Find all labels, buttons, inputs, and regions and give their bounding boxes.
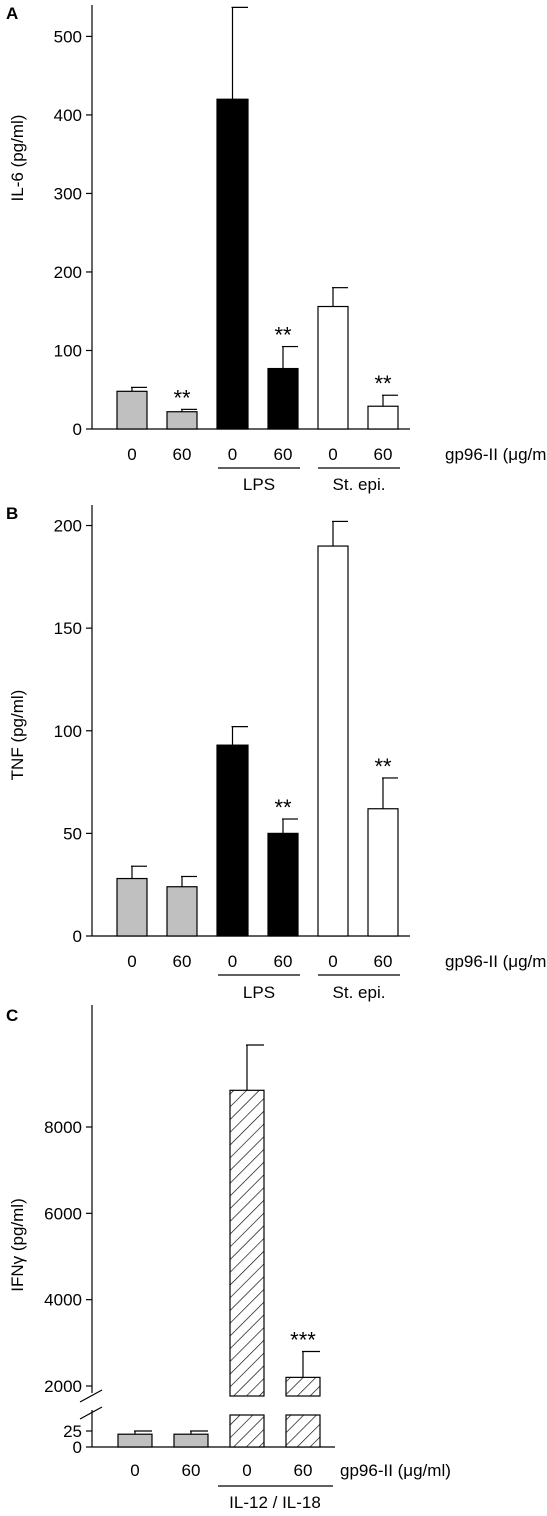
x-tick-label: 0 [127, 445, 136, 464]
y-tick-label: 500 [54, 27, 82, 46]
y-axis-label: TNF (pg/ml) [8, 690, 27, 781]
group-label: St. epi. [333, 475, 386, 494]
y-tick-label: 100 [54, 341, 82, 360]
panel-label: A [6, 4, 18, 23]
y-tick-label: 200 [54, 517, 82, 536]
y-axis-label: IL-6 (pg/ml) [8, 115, 27, 202]
bar [166, 886, 198, 937]
x-axis-label: gp96-II (μg/ml) [445, 952, 547, 971]
axis-break-mark [79, 1406, 103, 1420]
group-label: IL-12 / IL-18 [229, 1493, 321, 1512]
panel-label: B [6, 504, 18, 523]
x-tick-label: 0 [328, 952, 337, 971]
x-tick-label: 60 [274, 445, 293, 464]
bar [216, 98, 249, 430]
significance-label: ** [374, 371, 392, 396]
plot-area: 0 50 100 150 200 0 60 0 60 ** 0 60 ** LPS St. epi. [54, 505, 410, 1002]
bar [285, 1414, 321, 1448]
y-tick-label: 2000 [44, 1377, 82, 1396]
significance-label: ** [374, 754, 392, 779]
bar [116, 877, 148, 937]
y-tick-label: 0 [73, 1438, 82, 1457]
y-tick-label: 300 [54, 184, 82, 203]
bar [267, 832, 299, 937]
panel-b: B TNF (pg/ml) 0 50 100 150 200 0 60 0 60 ** 0 60 ** L… [6, 504, 547, 1002]
bar [317, 545, 349, 937]
y-tick-label: 150 [54, 619, 82, 638]
y-tick-label: 0 [73, 420, 82, 439]
x-axis-label: gp96-II (μg/ml) [340, 1461, 451, 1480]
y-tick-label: 400 [54, 106, 82, 125]
bar [367, 808, 399, 937]
bar [229, 1089, 265, 1397]
y-tick-label: 6000 [44, 1204, 82, 1223]
bar [317, 305, 349, 430]
panel-a: A IL-6 (pg/ml) 0 100 200 300 400 500 0 60 ** 0 60 *… [6, 4, 547, 494]
y-tick-label: 200 [54, 263, 82, 282]
bar [367, 405, 399, 430]
significance-label: ** [274, 323, 292, 348]
x-axis-label: gp96-II (μg/ml) [445, 445, 547, 464]
y-tick-label: 100 [54, 722, 82, 741]
x-tick-label: 0 [228, 952, 237, 971]
panel-label: C [6, 1006, 18, 1025]
significance-label: *** [290, 1327, 316, 1352]
y-tick-label: 0 [73, 927, 82, 946]
group-label: LPS [243, 983, 275, 1002]
significance-label: ** [173, 385, 191, 410]
bar [216, 744, 249, 937]
y-tick-label: 25 [63, 1422, 82, 1441]
bar [285, 1376, 321, 1397]
y-tick-label: 4000 [44, 1291, 82, 1310]
x-tick-label: 0 [242, 1461, 251, 1480]
x-tick-label: 0 [127, 952, 136, 971]
y-tick-label: 50 [63, 824, 82, 843]
group-label: St. epi. [333, 983, 386, 1002]
axis-break-mark [79, 1389, 103, 1403]
x-tick-label: 60 [173, 952, 192, 971]
significance-label: ** [274, 795, 292, 820]
x-tick-label: 60 [182, 1461, 201, 1480]
plot-area: 0 100 200 300 400 500 0 60 ** 0 60 ** 0 60 ** LPS St. ep… [54, 5, 410, 494]
group-label: LPS [243, 475, 275, 494]
bar [173, 1433, 209, 1448]
bar [267, 367, 299, 430]
x-tick-label: 60 [374, 445, 393, 464]
bar [166, 411, 198, 430]
x-tick-label: 0 [130, 1461, 139, 1480]
x-tick-label: 60 [294, 1461, 313, 1480]
x-tick-label: 0 [228, 445, 237, 464]
bar [116, 390, 148, 430]
y-tick-label: 8000 [44, 1118, 82, 1137]
bar [229, 1414, 265, 1448]
x-tick-label: 60 [374, 952, 393, 971]
bar [117, 1433, 153, 1448]
x-tick-label: 60 [274, 952, 293, 971]
x-tick-label: 0 [328, 445, 337, 464]
y-axis-label: IFNγ (pg/ml) [8, 1198, 27, 1292]
x-tick-label: 60 [173, 445, 192, 464]
